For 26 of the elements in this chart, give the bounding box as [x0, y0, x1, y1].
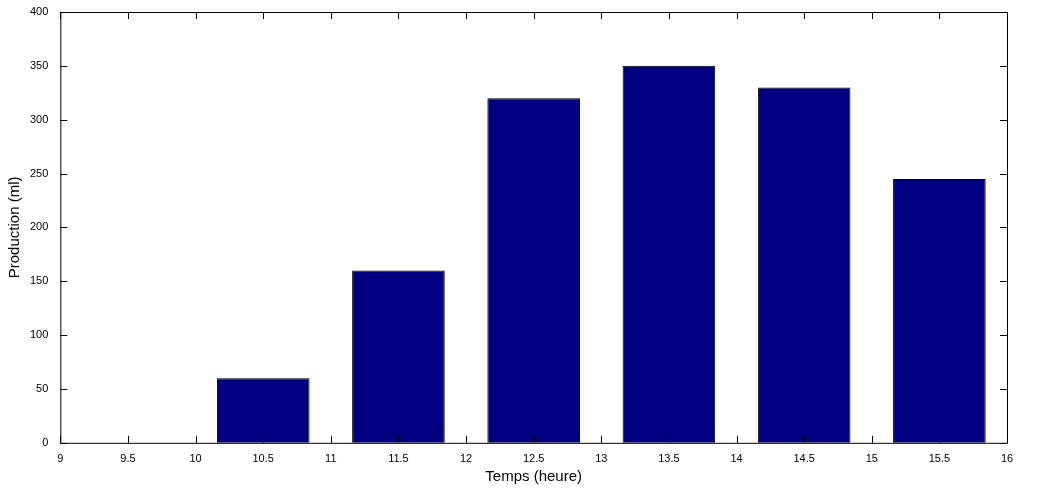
- x-axis-title: Temps (heure): [485, 467, 583, 485]
- y-tick-label: 300: [29, 112, 49, 125]
- y-tick-label: 350: [29, 58, 49, 71]
- x-tick-label: 14.5: [793, 452, 815, 465]
- y-tick-label: 150: [29, 274, 49, 287]
- y-axis-title: Production (ml): [5, 176, 23, 279]
- y-tick-label: 0: [42, 435, 49, 448]
- x-tick-label: 13.5: [658, 452, 680, 465]
- x-tick-label: 15.5: [928, 452, 951, 465]
- x-tick-label: 15: [865, 452, 878, 465]
- x-tick-label: 11: [325, 452, 337, 465]
- x-tick-label: 16: [1000, 452, 1014, 465]
- y-tick-label: 400: [29, 5, 49, 18]
- y-tick-label: 100: [29, 328, 49, 341]
- x-tick-label: 13: [595, 452, 608, 465]
- x-tick-label: 10: [189, 452, 202, 465]
- x-tick-label: 14: [730, 452, 743, 465]
- x-tick-label: 9: [57, 452, 64, 465]
- y-tick-label: 250: [29, 166, 49, 179]
- x-tick-label: 9.5: [120, 452, 136, 465]
- x-tick-label: 10.5: [252, 452, 274, 465]
- y-tick-label: 200: [29, 220, 49, 233]
- x-tick-label: 12.5: [522, 452, 545, 465]
- x-tick-label: 12: [459, 452, 473, 465]
- x-tick-label: 11.5: [388, 452, 409, 465]
- y-tick-label: 50: [36, 381, 49, 394]
